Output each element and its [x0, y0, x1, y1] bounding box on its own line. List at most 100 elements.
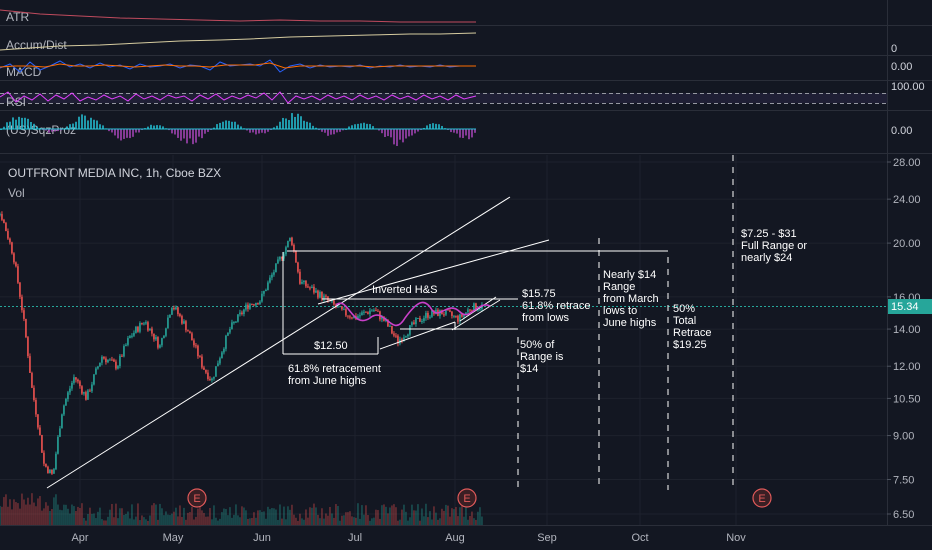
candle	[103, 356, 105, 360]
earnings-marker[interactable]: E	[187, 488, 207, 508]
candle	[137, 325, 139, 333]
candle	[27, 335, 29, 359]
volume-bar	[307, 517, 309, 525]
volume-bar	[35, 506, 37, 525]
sqz-bar	[147, 126, 149, 129]
candle	[139, 321, 141, 334]
volume-bar	[209, 507, 211, 525]
note-fifty-range: 50% of Range is $14	[520, 339, 564, 375]
volume-bar	[375, 509, 377, 525]
earnings-markers[interactable]: E E E	[187, 488, 772, 508]
sqz-bar	[123, 129, 125, 139]
candle	[221, 351, 223, 359]
sqz-bar	[399, 129, 401, 140]
sqz-bar	[297, 113, 299, 129]
volume-bar	[391, 505, 393, 525]
volume-bar	[319, 518, 321, 525]
volume-bar	[3, 497, 5, 525]
volume-bar	[55, 494, 57, 525]
volume-bar	[453, 509, 455, 525]
svg-text:28.00: 28.00	[893, 157, 921, 169]
candle	[149, 328, 151, 331]
earnings-marker[interactable]: E	[752, 488, 772, 508]
price-tick: 10.50	[0, 393, 921, 405]
volume-bar	[0, 505, 1, 525]
volume-bar	[85, 520, 87, 525]
sqz-bar	[93, 119, 95, 129]
sqz-bar	[306, 121, 308, 129]
candle	[181, 314, 183, 325]
sqz-bar	[138, 129, 140, 133]
volume-bar	[119, 508, 121, 525]
volume-bar	[81, 503, 83, 525]
sqz-bar	[291, 113, 293, 129]
volume-bar	[165, 511, 167, 525]
candle	[239, 309, 241, 317]
volume-bar	[305, 509, 307, 525]
candle	[85, 390, 87, 401]
volume-bar	[239, 517, 241, 525]
candle	[373, 308, 375, 313]
sqz-bar	[6, 122, 8, 129]
candle	[5, 221, 7, 232]
sqz-bar	[54, 129, 56, 132]
volume-bar	[9, 499, 11, 525]
sqz-bar	[150, 124, 152, 129]
volume-bar	[291, 504, 293, 525]
note-price-1575: $15.75	[522, 288, 556, 300]
sqz-bar	[111, 129, 113, 133]
time-axis[interactable]: Apr May Jun Jul Aug Sep Oct Nov	[71, 155, 746, 544]
volume-bar	[315, 507, 317, 525]
sqz-bar	[456, 129, 458, 134]
candle	[179, 312, 181, 318]
sqz-bar	[126, 129, 128, 138]
candle	[57, 434, 59, 455]
candle	[201, 354, 203, 370]
sqz-bar	[471, 129, 473, 138]
volume-bar	[187, 512, 189, 525]
volume-bar	[175, 507, 177, 525]
candle	[13, 252, 15, 265]
candle	[319, 290, 321, 299]
sqz-bar	[324, 129, 326, 133]
candle	[269, 275, 271, 284]
candle	[451, 311, 453, 319]
sqz-bar	[240, 126, 242, 129]
volume-bar	[263, 511, 265, 525]
svg-text:Oct: Oct	[631, 532, 648, 544]
candle	[161, 337, 163, 348]
candle	[163, 335, 165, 339]
candle	[199, 355, 201, 358]
volume-bar	[151, 505, 153, 525]
sqz-bar	[198, 129, 200, 137]
candle	[71, 380, 73, 391]
volume-bar	[413, 510, 415, 525]
sqz-bar	[276, 125, 278, 129]
earnings-marker[interactable]: E	[457, 488, 477, 508]
candle	[33, 385, 35, 402]
sqz-bar	[462, 129, 464, 138]
candle	[415, 316, 417, 327]
price-axis[interactable]: 28.00 24.00 20.00 16.00 14.00 12.00 10.50 9.00 7…	[0, 157, 921, 521]
volume-bar	[57, 504, 59, 525]
sqz-bar	[15, 119, 17, 129]
time-tick: Jun	[253, 155, 271, 544]
volume-bar	[111, 503, 113, 525]
volume-bar	[177, 516, 179, 525]
volume-bar	[321, 508, 323, 525]
candle	[141, 322, 143, 326]
time-tick: Apr	[71, 155, 89, 544]
volume-bar	[411, 504, 413, 525]
price-tick: 9.00	[0, 431, 914, 443]
candle	[111, 356, 113, 361]
sqz-bar	[339, 129, 341, 132]
candle	[305, 280, 307, 289]
volume-bar	[159, 503, 161, 525]
candle	[145, 320, 147, 325]
volume-bar	[105, 520, 107, 525]
volume-bar	[131, 504, 133, 525]
sqz-bar	[213, 127, 215, 129]
sqz-bar	[327, 129, 329, 136]
volume-bar	[381, 505, 383, 525]
